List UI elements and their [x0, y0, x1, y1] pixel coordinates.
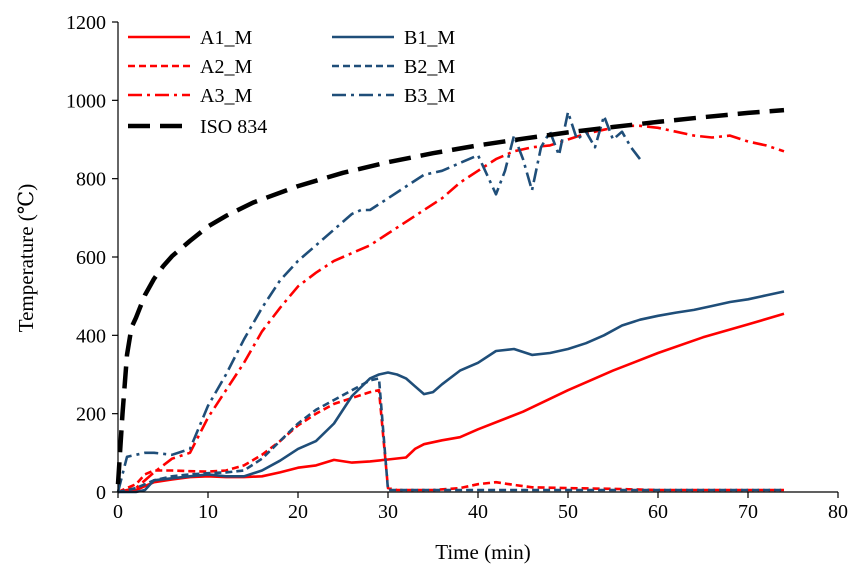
y-tick-label: 0: [96, 482, 106, 504]
x-tick-label: 60: [648, 501, 668, 523]
x-axis-title: Time (min): [435, 540, 530, 564]
y-ticks: 0 200 400 600 800 1000 1200: [66, 12, 118, 504]
x-tick-label: 0: [113, 501, 123, 523]
x-tick-label: 40: [468, 501, 488, 523]
plot-area: [115, 107, 785, 494]
series-line-b2-m: [117, 377, 784, 494]
legend: A1_M A2_M A3_M B1_M B2_M B3_M ISO 834: [128, 27, 455, 138]
legend-label: B3_M: [404, 85, 455, 107]
legend-label: ISO 834: [200, 116, 267, 138]
x-tick-label: 50: [558, 501, 578, 523]
legend-label: A2_M: [200, 56, 252, 78]
series-line-iso-834: [115, 107, 785, 485]
series-line-b3-m: [116, 110, 642, 493]
series-line-a1-m: [117, 312, 785, 494]
y-tick-label: 800: [76, 169, 106, 191]
axes: 0 10 20 30 40 50 60 70 80 0 200 400 600 800 1000 1200: [66, 12, 848, 523]
y-axis-title: Temperature (℃): [14, 184, 38, 333]
legend-label: B2_M: [404, 56, 455, 78]
y-tick-label: 600: [76, 247, 106, 269]
x-tick-label: 10: [198, 501, 218, 523]
legend-label: A1_M: [200, 27, 252, 49]
x-ticks: 0 10 20 30 40 50 60 70 80: [113, 492, 848, 523]
x-tick-label: 30: [378, 501, 398, 523]
x-tick-label: 70: [738, 501, 758, 523]
y-tick-label: 1200: [66, 12, 106, 34]
y-tick-label: 200: [76, 404, 106, 426]
y-tick-label: 1000: [66, 90, 106, 112]
series-line-a3-m: [117, 124, 785, 494]
legend-label: B1_M: [404, 27, 455, 49]
x-tick-label: 20: [288, 501, 308, 523]
y-tick-label: 400: [76, 325, 106, 347]
legend-label: A3_M: [200, 85, 252, 107]
series-line-a2-m: [117, 388, 784, 494]
series-line-b1-m: [118, 290, 785, 494]
x-tick-label: 80: [828, 501, 848, 523]
